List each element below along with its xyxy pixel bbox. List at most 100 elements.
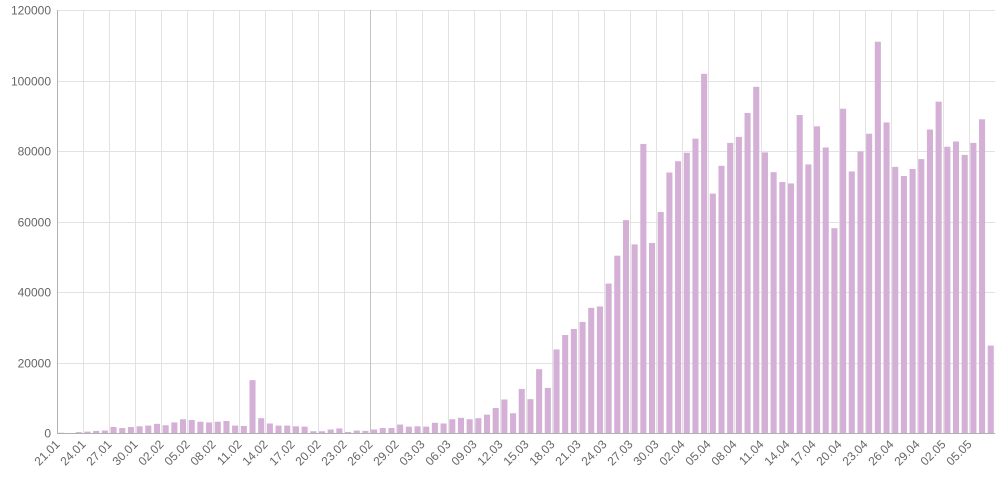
bar-22.03: 22.03: 35500 [588, 307, 595, 433]
bar-28.04: 28.04: 74900 [909, 168, 916, 434]
bar-27.01: 27.01: 1700 [110, 427, 117, 433]
bar-31.01: 31.01: 2100 [145, 425, 152, 433]
bar-01.04: 01.04: 77100 [675, 161, 682, 433]
x-tick-label: 05.04 [682, 437, 713, 468]
x-tick-label: 27.03 [604, 437, 635, 468]
bar-20.02: 20.02: 500 [318, 431, 326, 433]
bar-12.02: 12.02: 15000 [249, 380, 256, 434]
bar-14.04: 14.04: 70800 [787, 183, 795, 433]
x-tick-label: 08.04 [708, 437, 739, 468]
bar-02.04: 02.04: 79500 [683, 152, 690, 433]
bar-06.02: 06.02: 3200 [197, 421, 204, 433]
x-tick-label: 14.02 [239, 437, 270, 468]
x-tick-label: 12.03 [474, 437, 505, 468]
x-tick-label: 26.02 [344, 437, 375, 468]
bar-11.04: 11.04: 79600 [761, 152, 768, 433]
bar-20.03: 20.03: 29500 [570, 329, 577, 433]
bar-03.05: 03.05: 82700 [952, 141, 960, 434]
y-tick-label: 0 [44, 427, 51, 441]
x-tick-label: 06.03 [422, 437, 453, 468]
x-tick-label: 30.01 [109, 437, 140, 468]
bars: 21.01: 8022.01: 023.01: 25024.01: 40025.… [58, 41, 994, 434]
bar-15.02: 15.02: 2100 [275, 425, 282, 433]
bar-05.05: 05.05: 82300 [970, 142, 977, 433]
y-tick-label: 100000 [11, 75, 51, 89]
bar-07.05: 07.05: 24800 [987, 345, 994, 433]
x-tick-label: 02.05 [917, 437, 948, 468]
bar-25.03: 25.03: 50300 [614, 255, 621, 433]
bar-04.04: 04.04: 101900 [701, 73, 708, 434]
bar-26.01: 26.01: 700 [101, 430, 108, 433]
x-tick-label: 03.03 [396, 437, 427, 468]
bar-06.04: 06.04: 75800 [718, 165, 725, 433]
bar-08.04: 08.04: 84000 [735, 136, 742, 433]
bar-18.04: 18.04: 81000 [822, 147, 829, 433]
bar-17.04: 17.04: 87000 [814, 126, 821, 433]
x-tick-label: 21.01 [31, 437, 62, 468]
bar-13.02: 13.02: 4200 [258, 418, 265, 433]
bar-16.03: 16.03: 18100 [536, 369, 543, 433]
x-tick-label: 11.04 [736, 437, 767, 468]
bar-21.04: 21.04: 74200 [848, 171, 855, 433]
x-tick-label: 29.04 [891, 437, 922, 468]
bar-28.02: 28.02: 1400 [388, 428, 395, 433]
bar-17.02: 17.02: 1900 [292, 426, 299, 433]
bar-23.01: 23.01: 250 [75, 432, 82, 433]
bar-24.04: 24.04: 111000 [874, 41, 881, 433]
bar-10.04: 10.04: 98200 [753, 86, 760, 433]
bar-04.02: 04.02: 3900 [179, 419, 187, 433]
bar-09.03: 09.03: 4200 [475, 418, 482, 433]
bar-27.04: 27.04: 72900 [900, 176, 907, 433]
bar-10.03: 10.03: 5200 [483, 414, 491, 433]
x-tick-label: 24.01 [57, 437, 88, 468]
bar-29.02: 29.02: 2400 [397, 424, 404, 433]
bar-11.03: 11.03: 7100 [492, 407, 499, 433]
bar-09.02: 09.02: 3400 [223, 421, 230, 433]
bar-08.02: 08.02: 3200 [214, 421, 221, 433]
bar-02.03: 02.03: 1900 [414, 426, 421, 433]
bar-25.02: 25.02: 600 [362, 430, 369, 433]
bar-22.02: 22.02: 1300 [336, 428, 343, 433]
bar-09.04: 09.04: 90800 [744, 112, 751, 434]
bar-25.01: 25.01: 600 [93, 430, 100, 433]
bar-06.03: 06.03: 3900 [449, 419, 456, 433]
y-axis-tick-labels: 0 20000 40000 60000 80000 100000 120000 [11, 4, 51, 441]
bar-08.03: 08.03: 3900 [466, 419, 473, 433]
bar-04.05: 04.05: 78900 [961, 154, 968, 433]
bar-07.04: 07.04: 82300 [727, 142, 734, 433]
bar-19.04: 19.04: 58100 [831, 228, 838, 433]
bar-23.02: 23.02: 300 [345, 431, 352, 433]
bar-24.02: 24.02: 700 [353, 430, 360, 433]
bar-11.02: 11.02: 2000 [240, 425, 247, 433]
bar-07.02: 07.02: 3000 [206, 422, 213, 433]
x-tick-label: 08.02 [187, 437, 218, 468]
x-tick-label: 02.04 [656, 437, 687, 468]
bar-29.03: 29.03: 53900 [648, 243, 656, 433]
bar-28.03: 28.03: 82000 [640, 143, 647, 433]
x-tick-label: 14.04 [761, 437, 792, 468]
grid-lines [57, 10, 995, 434]
bar-15.03: 15.03: 9600 [527, 399, 534, 433]
bar-26.03: 26.03: 60400 [622, 220, 630, 433]
bar-24.01: 24.01: 400 [84, 431, 91, 433]
bar-16.02: 16.02: 2100 [284, 425, 291, 433]
bar-29.01: 29.01: 1700 [127, 427, 134, 433]
x-tick-label: 20.02 [292, 437, 323, 468]
bar-05.04: 05.04: 67900 [709, 193, 716, 433]
bar-13.04: 13.04: 71200 [779, 182, 786, 433]
bar-02.05: 02.05: 81200 [944, 146, 951, 433]
bar-04.03: 04.03: 2900 [431, 422, 438, 433]
bar-13.03: 13.03: 5600 [510, 413, 517, 433]
bar-16.04: 16.04: 76200 [805, 164, 812, 433]
bar-19.03: 19.03: 27800 [562, 335, 569, 433]
x-tick-label: 17.04 [787, 437, 818, 468]
x-tick-label: 29.02 [370, 437, 401, 468]
x-tick-label: 27.01 [83, 437, 114, 468]
bar-03.02: 03.02: 3000 [171, 422, 178, 433]
bar-06.05: 06.05: 89000 [979, 119, 986, 434]
y-tick-label: 120000 [11, 4, 51, 18]
x-tick-label: 09.03 [448, 437, 479, 468]
bar-12.04: 12.04: 74000 [770, 172, 777, 433]
x-tick-label: 20.04 [813, 437, 844, 468]
